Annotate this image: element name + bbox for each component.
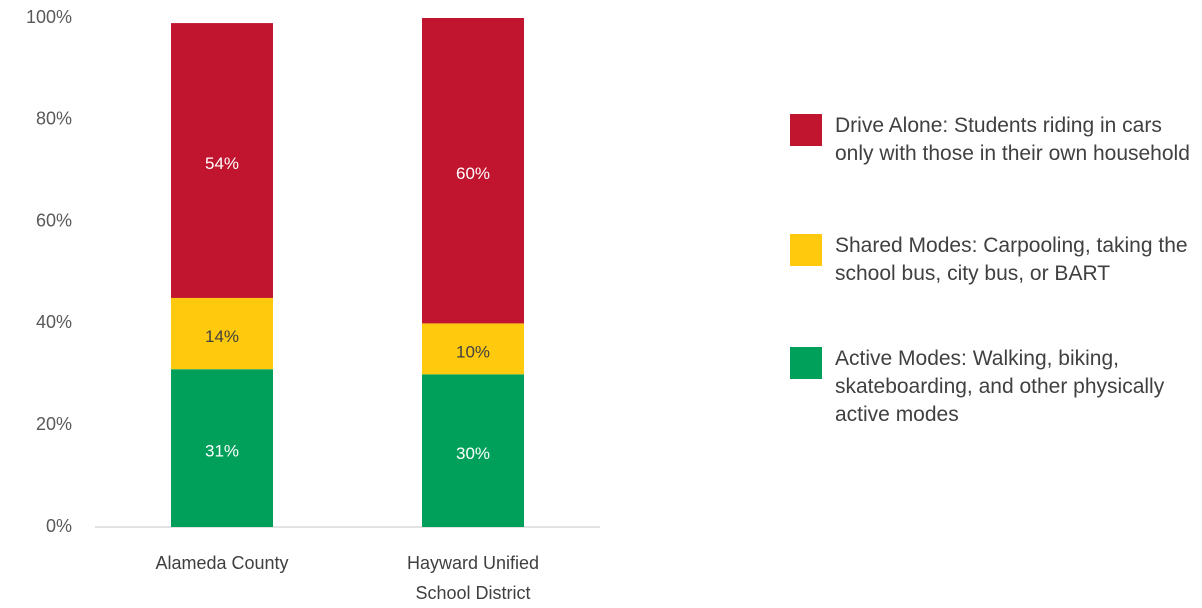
y-tick-label: 60% [36,210,72,230]
bar-segment [422,323,524,375]
legend-item: Shared Modes: Carpooling, taking the sch… [790,232,1200,288]
legend-item: Active Modes: Walking, biking, skateboar… [790,345,1200,429]
legend-item: Drive Alone: Students riding in cars onl… [790,112,1200,168]
bar-segment [422,374,524,527]
data-label: 54% [205,154,239,173]
x-tick-label: Hayward Unified School District [406,553,540,603]
legend-swatch [790,234,822,266]
bar-segment [171,297,273,370]
legend-swatch [790,114,822,146]
x-tick-label: Alameda County [155,553,289,573]
y-tick-label: 0% [46,516,72,536]
legend-swatch [790,347,822,379]
data-label: 10% [456,342,490,361]
data-label: 14% [205,327,239,346]
y-tick-label: 20% [36,414,72,434]
bar-segment [171,369,273,527]
y-tick-label: 40% [36,312,72,332]
legend-label: Active Modes: Walking, biking, skateboar… [835,347,1165,426]
data-label: 60% [456,164,490,183]
bar-segment [422,18,524,324]
legend-label: Shared Modes: Carpooling, taking the sch… [835,234,1188,285]
y-tick-label: 100% [26,7,72,27]
data-label: 31% [205,442,239,461]
bar-segment [171,23,273,298]
y-tick-label: 80% [36,109,72,129]
data-label: 30% [456,444,490,463]
legend-label: Drive Alone: Students riding in cars onl… [835,114,1190,165]
